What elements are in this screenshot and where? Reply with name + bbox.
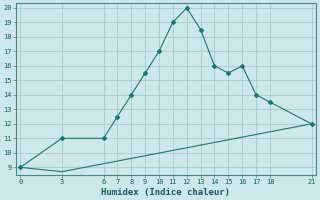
X-axis label: Humidex (Indice chaleur): Humidex (Indice chaleur) (101, 188, 230, 197)
